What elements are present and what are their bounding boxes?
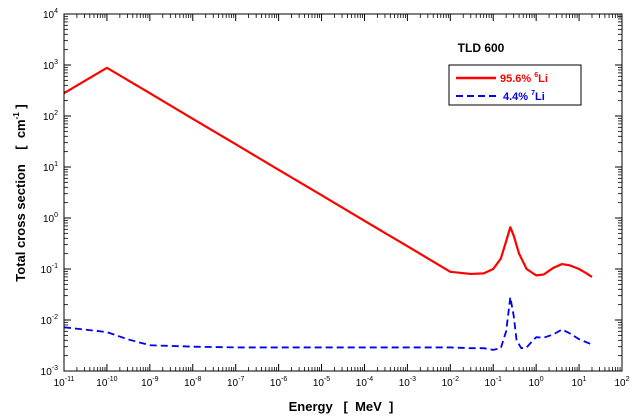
x-tick-label: 10-9 (141, 376, 158, 389)
y-tick-label: 100 (43, 212, 58, 225)
x-tick-label: 101 (572, 376, 587, 389)
y-tick-label: 10-2 (41, 314, 58, 327)
legend-box (448, 64, 582, 106)
y-tick-label: 102 (43, 110, 58, 123)
series-lines (63, 66, 593, 351)
x-tick-label: 10-10 (96, 376, 117, 389)
y-tick-label: 10-1 (41, 263, 58, 276)
x-tick-label: 102 (614, 376, 629, 389)
x-tick-label: 10-11 (54, 376, 75, 389)
series-line-li6 (63, 66, 593, 278)
y-tick-label: 103 (43, 59, 58, 72)
y-axis-label: Total cross section [ cm-1 ] (12, 104, 28, 281)
plot-area-frame (63, 13, 623, 372)
legend-label-li6: 95.6% 6Li (500, 72, 548, 85)
y-tick-label: 101 (43, 161, 58, 174)
y-tick-label: 104 (43, 8, 58, 21)
x-tick-label: 10-1 (485, 376, 502, 389)
legend-label-li7: 4.4% 7Li (503, 90, 545, 103)
x-tick-label: 100 (529, 376, 544, 389)
y-tick-label: 10-3 (41, 365, 58, 378)
chart-title: TLD 600 (458, 41, 505, 55)
x-tick-label: 10-3 (399, 376, 416, 389)
series-line-li7 (63, 296, 593, 351)
x-tick-label: 10-2 (442, 376, 459, 389)
x-axis-label: Energy [ MeV ] (289, 399, 394, 414)
y-tick-labels: 10-3 10-2 10-1 100 101 102 103 104 (41, 8, 58, 378)
x-tick-labels: 10-11 10-10 10-9 10-8 10-7 10-6 10-5 10-4 10-3 10… (54, 376, 630, 389)
x-tick-label: 10-7 (227, 376, 244, 389)
x-tick-label: 10-4 (356, 376, 373, 389)
x-tick-label: 10-8 (184, 376, 201, 389)
x-tick-label: 10-6 (270, 376, 287, 389)
x-tick-label: 10-5 (313, 376, 330, 389)
axis-ticks (63, 13, 623, 372)
